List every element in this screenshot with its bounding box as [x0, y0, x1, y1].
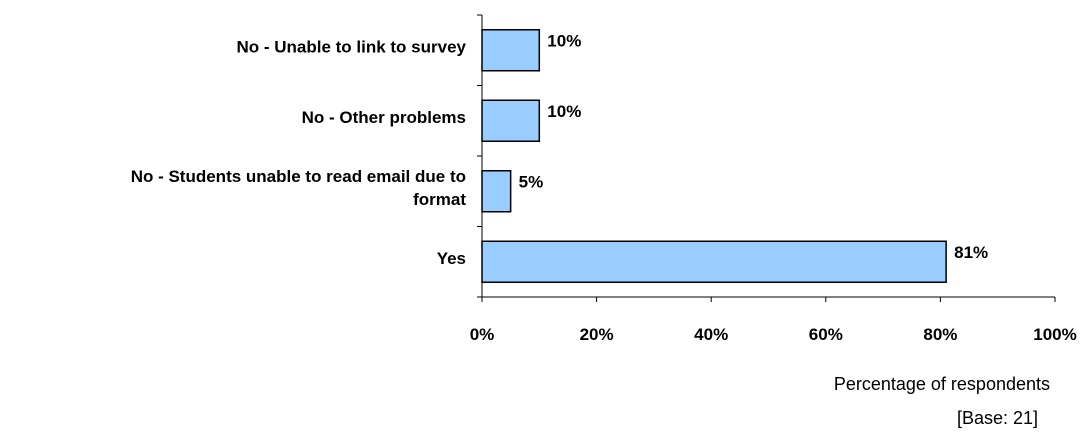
axes-group: [477, 14, 1056, 302]
bar-1: [481, 99, 541, 142]
category-label-1: No - Other problems: [302, 108, 466, 127]
x-axis-title: Percentage of respondents: [833, 374, 1050, 394]
bars-group: [481, 29, 947, 283]
labels-group: 10% No - Unable to link to survey 10% No - …: [131, 31, 1077, 344]
x-tick-label-4: 80%: [923, 325, 957, 344]
bar-0: [481, 29, 541, 72]
bar-3: [481, 240, 947, 283]
x-tick-label-0: 0%: [470, 325, 495, 344]
base-note: [Base: 21]: [956, 408, 1038, 428]
category-label-0: No - Unable to link to survey: [236, 37, 466, 56]
data-label-0: 10%: [547, 31, 581, 50]
bar-2: [481, 170, 512, 213]
x-tick-label-2: 40%: [694, 325, 728, 344]
x-tick-label-1: 20%: [580, 325, 614, 344]
x-tick-label-5: 100%: [1033, 325, 1076, 344]
data-label-3: 81%: [954, 243, 988, 262]
x-tick-label-3: 60%: [809, 325, 843, 344]
data-label-1: 10%: [547, 102, 581, 121]
category-label-3: Yes: [437, 249, 466, 268]
category-label-2: No - Students unable to read email due t…: [131, 167, 467, 209]
data-label-2: 5%: [519, 172, 544, 191]
